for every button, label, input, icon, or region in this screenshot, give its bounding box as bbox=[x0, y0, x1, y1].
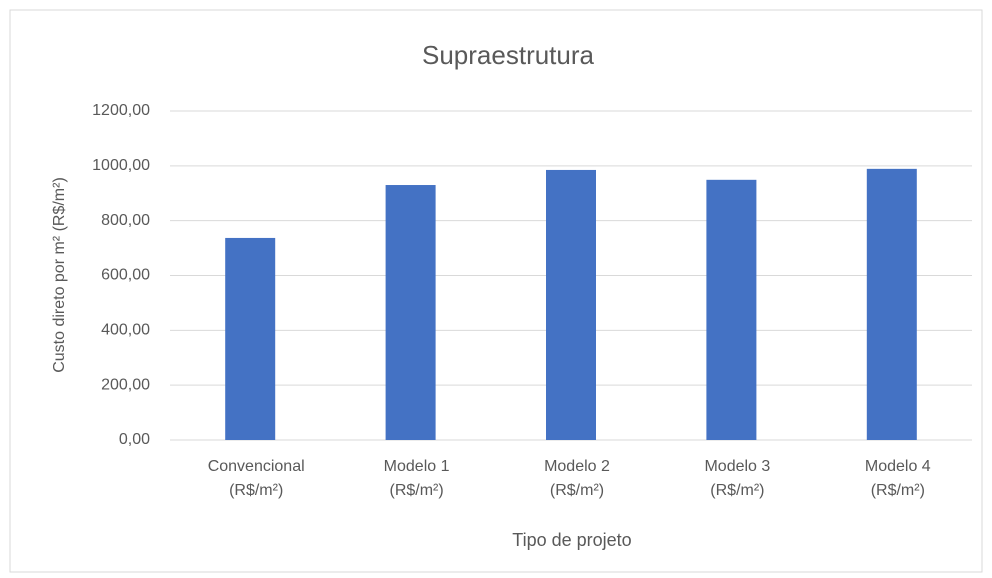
bar bbox=[866, 168, 917, 440]
x-tick-label: Modelo 2 (R$/m²) bbox=[544, 458, 610, 499]
x-axis-label: Tipo de projeto bbox=[512, 530, 631, 550]
y-tick-label: 400,00 bbox=[101, 322, 150, 339]
bar bbox=[706, 179, 757, 440]
bar bbox=[225, 237, 276, 440]
y-tick-label: 1200,00 bbox=[92, 102, 150, 119]
y-tick-label: 1000,00 bbox=[92, 157, 150, 174]
x-tick-label: Modelo 1 (R$/m²) bbox=[383, 458, 450, 499]
chart-border bbox=[9, 9, 983, 573]
y-tick-label: 600,00 bbox=[101, 267, 150, 284]
x-tick-label: Convencional (R$/m²) bbox=[207, 458, 305, 499]
x-tick-label: Modelo 3 (R$/m²) bbox=[704, 458, 771, 499]
y-tick-label: 800,00 bbox=[101, 212, 150, 229]
y-tick-label: 0,00 bbox=[119, 431, 150, 448]
y-tick-label: 200,00 bbox=[101, 376, 150, 393]
y-axis-label: Custo direto por m² (R$/m²) bbox=[51, 177, 68, 373]
bar bbox=[385, 185, 436, 440]
bar bbox=[546, 169, 596, 440]
chart-title: Supraestrutura bbox=[422, 40, 595, 70]
x-tick-label: Modelo 4 (R$/m²) bbox=[864, 458, 931, 499]
